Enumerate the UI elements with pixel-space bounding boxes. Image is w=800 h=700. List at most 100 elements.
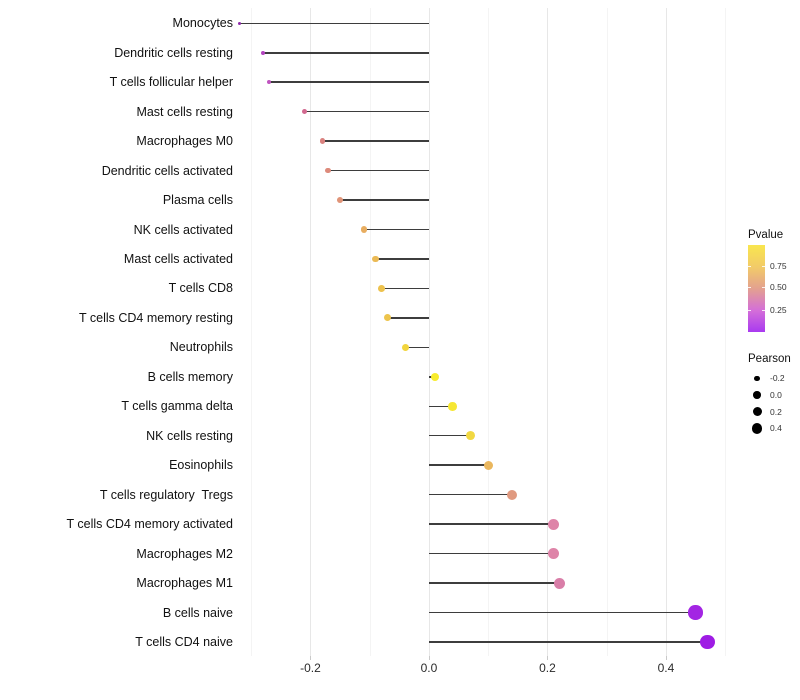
pearson-legend-dot [751,423,763,434]
lollipop-stem [340,199,429,201]
y-axis-label: Plasma cells [162,193,233,208]
x-tick-label: 0.0 [420,661,438,675]
pearson-legend-dot [752,407,762,417]
minor-gridline [251,8,253,656]
major-gridline [665,8,667,656]
y-axis-label: Eosinophils [169,458,233,473]
lollipop-stem [269,81,429,83]
pvalue-bar-tick [762,265,765,267]
lollipop-stem [428,552,554,555]
lollipop-dot [547,518,559,530]
y-axis-label: Neutrophils [169,340,233,355]
y-axis-label: Dendritic cells activated [101,163,233,178]
x-axis-tick [428,656,430,660]
y-axis-label: Mast cells activated [123,251,233,266]
lollipop-stem [428,405,453,408]
lollipop-stem [322,140,429,142]
pearson-legend-title: Pearson [748,353,791,365]
pvalue-legend-title: Pvalue [748,229,784,241]
y-axis-label: T cells regulatory Tregs [99,487,233,502]
x-axis-tick [310,656,312,660]
pvalue-gradient-bar [748,245,765,332]
minor-gridline [369,8,371,656]
lollipop-stem [405,346,429,349]
x-tick-label: 0.2 [539,661,556,675]
pearson-legend-label: -0.2 [770,373,785,384]
lollipop-stem [428,523,554,525]
lollipop-dot [506,489,517,500]
y-axis-label: T cells CD4 memory resting [79,310,233,325]
lollipop-dot [266,80,272,85]
lollipop-stem [428,641,708,643]
pvalue-bar-tick [748,310,751,311]
lollipop-stem [428,493,512,496]
pvalue-bar-tick [748,287,751,289]
pearson-legend-dot [753,391,761,399]
pvalue-bar-tick [762,287,765,289]
pvalue-tick-label: 0.25 [770,305,787,315]
plot-panel [237,8,737,660]
x-tick-label: -0.2 [300,661,321,675]
x-axis-tick [547,656,549,660]
lollipop-dot [465,431,475,441]
y-axis-label: Macrophages M1 [136,576,233,591]
y-axis-label: Dendritic cells resting [114,45,233,60]
major-gridline [310,8,312,656]
y-axis-label: Macrophages M2 [136,546,233,561]
major-gridline [547,8,549,656]
pvalue-tick-label: 0.75 [770,260,787,271]
lollipop-dot [337,197,344,203]
lollipop-stem [375,258,429,260]
x-axis-tick [665,656,667,660]
y-axis-label: NK cells activated [133,222,233,237]
y-axis-label: T cells follicular helper [109,75,233,90]
lollipop-stem [428,611,696,614]
pearson-legend-dot [754,375,760,382]
minor-gridline [606,8,608,656]
lollipop-dot [430,372,439,381]
lollipop-dot [483,460,493,470]
minor-gridline [488,8,490,656]
y-axis-label: T cells CD4 memory activated [66,517,234,532]
y-axis-label: Monocytes [172,16,233,31]
pearson-legend-label: 0.4 [770,423,782,434]
pvalue-bar-tick [748,265,751,267]
lollipop-stem [263,52,429,54]
lollipop-dot [378,285,385,292]
lollipop-dot [553,577,565,589]
pearson-legend-label: 0.0 [770,390,782,400]
lollipop-dot [319,138,326,144]
pvalue-tick-label: 0.50 [770,282,787,293]
lollipop-dot [372,255,379,263]
lollipop-dot [547,548,559,559]
lollipop-stem [381,287,429,290]
pvalue-bar-tick [762,310,765,311]
lollipop-stem [363,228,429,231]
y-axis-label: Mast cells resting [136,104,233,119]
y-axis-label: Macrophages M0 [136,134,233,149]
lollipop-dot [325,167,332,174]
major-gridline [428,8,430,656]
lollipop-dot [448,402,457,411]
lollipop-dot [237,21,242,26]
lollipop-stem [428,434,471,437]
lollipop-stem [304,110,429,113]
lollipop-stem [239,22,429,25]
y-axis-label: NK cells resting [146,428,233,443]
lollipop-stem [387,317,429,319]
lollipop-dot [360,226,367,233]
lollipop-dot [261,50,266,55]
lollipop-dot [700,634,715,650]
lollipop-stem [428,464,489,466]
lollipop-stem [328,169,429,172]
minor-gridline [725,8,727,656]
y-axis-label: B cells memory [147,369,233,384]
lollipop-dot [302,109,308,115]
lollipop-dot [401,343,409,352]
pearson-legend-label: 0.2 [770,406,782,417]
lollipop-dot [384,314,391,322]
y-axis-label: T cells CD8 [168,281,233,296]
lollipop-dot [688,605,703,620]
y-axis-label: T cells CD4 naive [135,634,233,649]
